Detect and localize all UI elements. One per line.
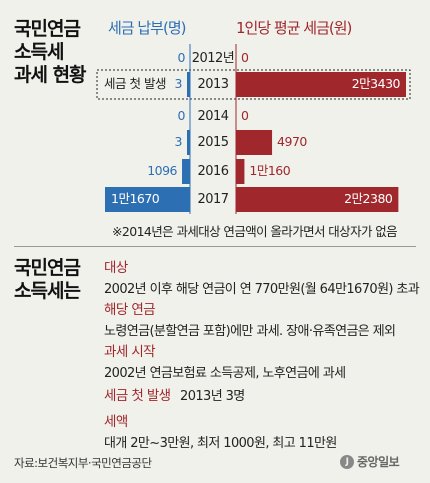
label-taxpayers: 0 [178,108,186,123]
title-line: 국민연금 [14,18,81,40]
label-taxpayers: 1096 [147,163,177,178]
logo-text: 중앙일보 [357,455,400,469]
bar-avg-tax [236,187,399,212]
label-avg-tax: 4970 [277,134,307,149]
year-label: 2012년 [192,51,235,66]
title-line: 소득세 [14,41,64,63]
annotation-label: 세금 첫 발생 [104,76,166,91]
publisher-logo: J 중앙일보 [340,453,400,470]
year-label: 2016 [197,164,228,179]
bar-avg-tax [236,159,245,184]
annotation-box [96,69,411,100]
info-heading: 해당 연금 [104,302,156,318]
info-heading: 세금 첫 발생 [104,388,171,404]
info-body: 2002년 연금보험료 소득공제, 노후연금에 과세 [104,366,346,381]
bar-avg-tax [236,130,273,155]
divider [14,246,416,247]
info-body: 2002년 이후 해당 연금이 연 770만원(월 64만1670원) 초과 [104,282,420,297]
bar-taxpayers [105,187,190,212]
label-avg-tax: 0 [241,50,249,65]
year-label: 2017 [197,192,228,207]
label-taxpayers: 0 [178,50,186,65]
label-avg-tax: 2만2380 [344,191,393,206]
info-body: 2013년 3명 [180,389,245,404]
title-line: 과세 현황 [14,64,87,86]
info-heading: 대상 [104,260,128,276]
label-taxpayers: 1만1670 [111,191,160,206]
label-avg-tax: 2만3430 [352,76,401,91]
tax-chart: 세금 첫 발생 0 0 2012년 3 2만3430 2013 0 0 2014 3 4970 2015… [96,44,411,214]
bar-taxpayers [182,159,190,184]
chart-title: 국민연금 소득세 과세 현황 [14,18,87,87]
label-avg-tax: 0 [241,108,249,123]
year-label: 2013 [197,77,228,92]
info-first: 세금 첫 발생 2013년 3명 [104,384,245,404]
label-avg-tax: 1만160 [249,163,290,178]
label-taxpayers: 3 [175,76,182,91]
info-body: 대개 2만~3만원, 최저 1000원, 최고 11만원 [104,436,337,451]
info-heading: 세액 [104,414,128,430]
chart-note: ※2014년은 과세대상 연금액이 올라가면서 대상자가 없음 [112,224,398,239]
info-heading: 과세 시작 [104,344,156,360]
title-line: 소득세는 [14,280,81,302]
label-taxpayers: 3 [175,134,182,149]
bar-taxpayers [187,72,190,97]
title-line: 국민연금 [14,257,81,279]
year-label: 2015 [197,135,228,150]
year-label: 2014 [197,109,228,124]
section-title: 국민연금 소득세는 [14,257,81,303]
bar-avg-tax [236,72,406,97]
info-target: 대상 2002년 이후 해당 연금이 연 770만원(월 64만1670원) 초… [104,256,420,297]
legend-taxpayers: 세금 납부(명) [108,19,186,37]
info-body: 노령연금(분할연금 포함)에만 과세. 장애·유족연금은 제외 [104,324,396,339]
logo-mark-icon: J [340,454,354,469]
info-pension-type: 해당 연금 노령연금(분할연금 포함)에만 과세. 장애·유족연금은 제외 [104,298,396,339]
bar-taxpayers [187,130,190,155]
info-amount: 세액 대개 2만~3만원, 최저 1000원, 최고 11만원 [104,410,337,451]
info-start: 과세 시작 2002년 연금보험료 소득공제, 노후연금에 과세 [104,340,346,381]
source-text: 자료:보건복지부·국민연금공단 [14,456,152,470]
legend-avg-tax: 1인당 평균 세금(원) [236,19,352,37]
